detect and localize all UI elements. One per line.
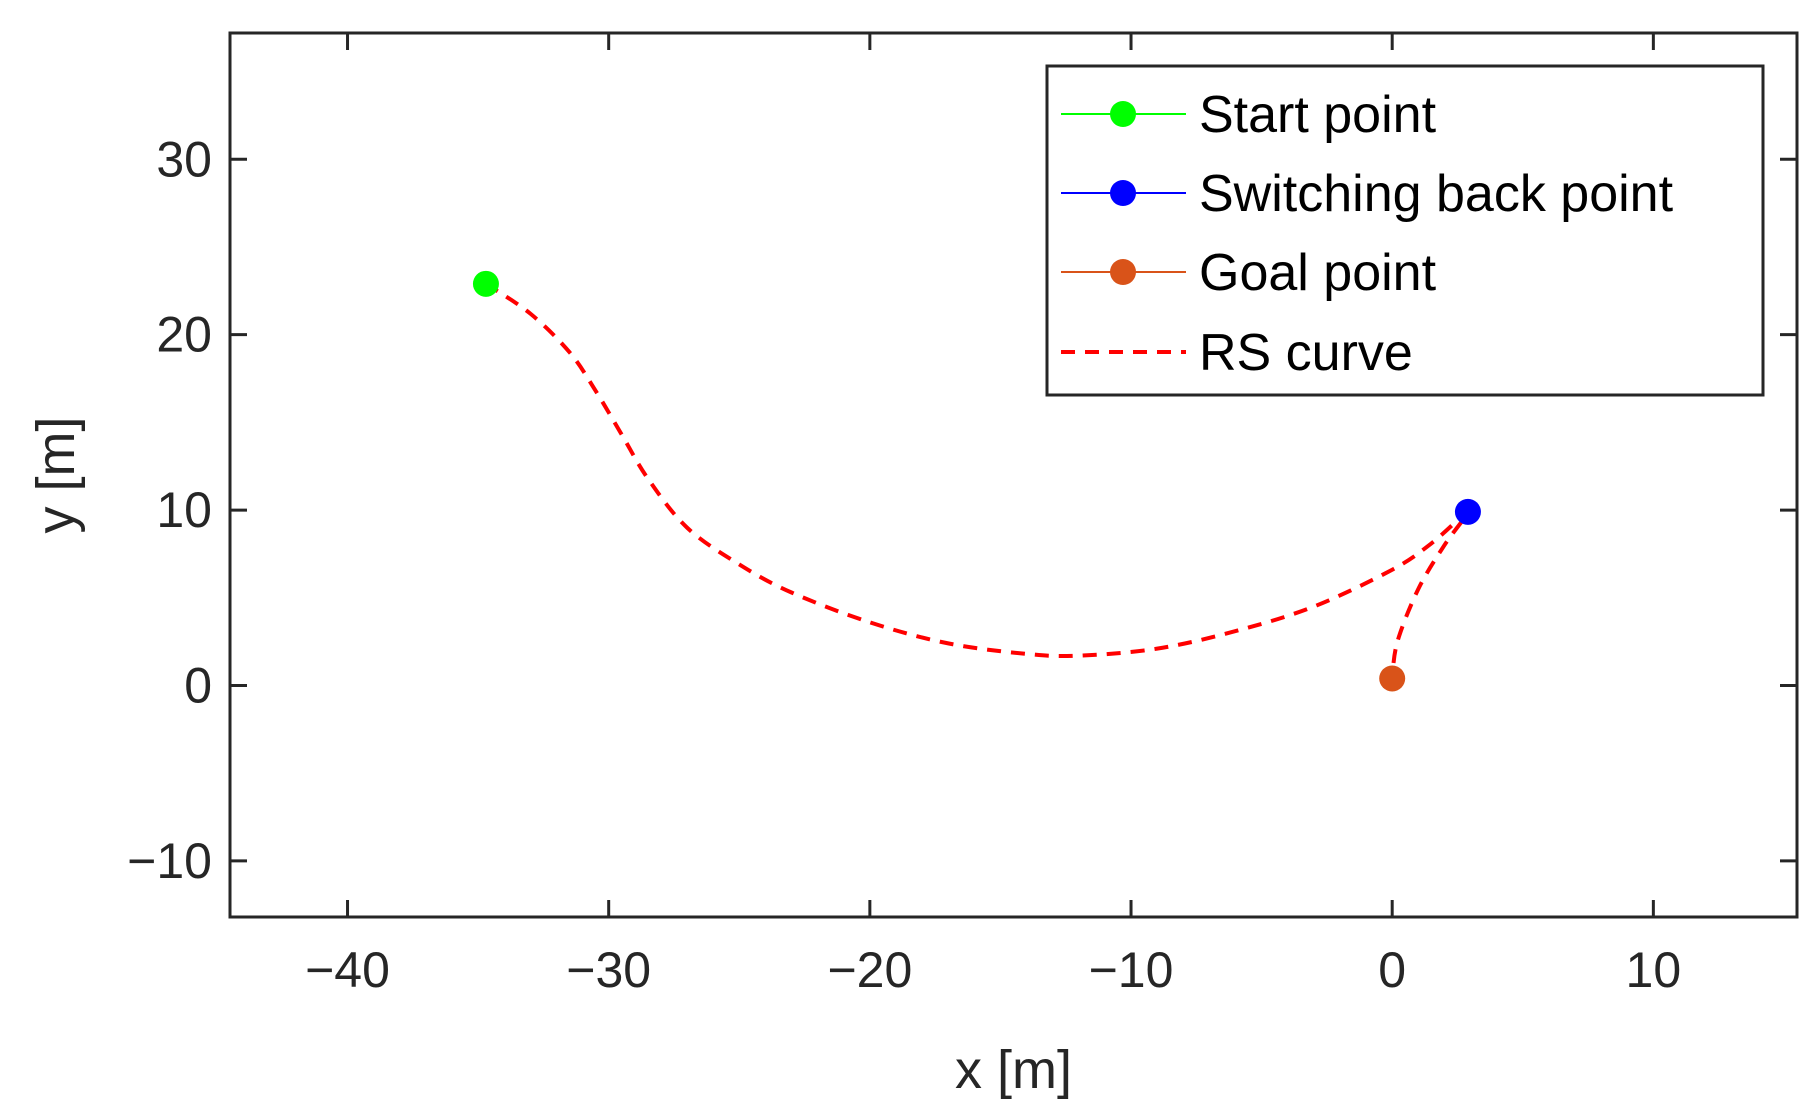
legend-entry-start-point: Start point xyxy=(1061,86,1437,144)
legend-label-goal-point: Goal point xyxy=(1199,244,1437,302)
start-point-marker xyxy=(472,270,499,297)
axes-box xyxy=(228,31,1799,919)
x-tick-label: −30 xyxy=(566,942,651,998)
legend-box xyxy=(1045,64,1765,397)
legend-label-start-point: Start point xyxy=(1199,86,1437,144)
x-tick-label: 10 xyxy=(1626,942,1682,998)
legend-entry-rs-curve: RS curve xyxy=(1061,324,1413,382)
y-tick-label: −10 xyxy=(127,833,212,889)
x-tick-label: −10 xyxy=(1089,942,1174,998)
legend-entry-switching-back-point: Switching back point xyxy=(1061,165,1674,223)
legend-marker-goal-point xyxy=(1110,259,1136,285)
legend-label-switching-back-point: Switching back point xyxy=(1199,165,1674,223)
switching-back-point-marker xyxy=(1454,498,1481,525)
x-tick-label: 0 xyxy=(1378,942,1406,998)
y-tick-label: 20 xyxy=(156,307,212,363)
y-tick-label: 30 xyxy=(156,131,212,187)
goal-point-marker xyxy=(1379,665,1406,692)
legend: Start point Switching back point Goal po… xyxy=(1045,64,1765,397)
y-axis-label: y [m] xyxy=(26,417,86,534)
y-axis-ticks: −10 0 10 20 30 xyxy=(127,131,1797,889)
x-tick-label: −40 xyxy=(305,942,390,998)
y-tick-label: 10 xyxy=(156,482,212,538)
x-axis-label: x [m] xyxy=(955,1040,1072,1100)
legend-label-rs-curve: RS curve xyxy=(1199,324,1413,382)
series-layer xyxy=(472,270,1481,692)
y-tick-label: 0 xyxy=(184,657,212,713)
legend-marker-switching-back-point xyxy=(1110,180,1136,206)
legend-entry-goal-point: Goal point xyxy=(1061,244,1437,302)
x-axis-ticks: −40 −30 −20 −10 0 10 xyxy=(305,33,1681,998)
legend-marker-start-point xyxy=(1110,101,1136,127)
x-tick-label: −20 xyxy=(827,942,912,998)
